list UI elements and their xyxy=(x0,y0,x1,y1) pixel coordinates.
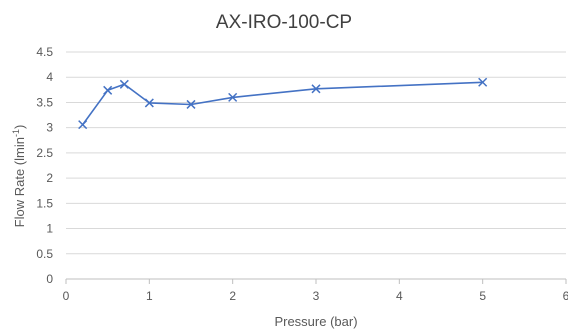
series-line xyxy=(82,81,483,126)
axis-layer xyxy=(65,278,567,284)
marker-stroke xyxy=(119,79,129,89)
y-tick-label: 0 xyxy=(46,272,53,286)
marker-stroke xyxy=(103,85,113,95)
y-tick-label: 2 xyxy=(46,171,53,185)
series-layer xyxy=(78,77,488,130)
data-point-marker xyxy=(119,79,129,89)
y-tick-label: 4 xyxy=(46,70,53,84)
data-point-marker xyxy=(78,120,88,130)
x-tick-labels: 0 1 2 3 4 5 6 xyxy=(63,289,568,303)
y-tick-label: 0.5 xyxy=(36,247,53,261)
data-point-marker xyxy=(144,98,154,108)
y-axis-label-superscript: -1 xyxy=(11,129,21,137)
data-point-marker xyxy=(478,77,488,87)
y-axis-label-end: ) xyxy=(12,125,27,129)
y-tick-labels: 0 0.5 1 1.5 2 2.5 3 3.5 4 4.5 xyxy=(36,45,53,286)
data-point-marker xyxy=(103,85,113,95)
y-tick-label: 3.5 xyxy=(36,95,53,109)
marker-stroke xyxy=(311,84,321,94)
x-tick-label: 5 xyxy=(479,289,486,303)
grid-layer xyxy=(66,51,566,255)
x-axis-label: Pressure (bar) xyxy=(274,314,357,329)
x-tick-label: 1 xyxy=(146,289,153,303)
y-tick-label: 3 xyxy=(46,121,53,135)
x-tick-label: 0 xyxy=(63,289,70,303)
y-axis-label: Flow Rate (lmin-1) xyxy=(11,125,27,228)
x-tick-label: 2 xyxy=(229,289,236,303)
marker-stroke xyxy=(478,77,488,87)
x-tick-label: 4 xyxy=(396,289,403,303)
marker-stroke xyxy=(228,92,238,102)
data-point-marker xyxy=(186,99,196,109)
marker-stroke xyxy=(78,120,88,130)
marker-stroke xyxy=(144,98,154,108)
y-tick-label: 1 xyxy=(46,222,53,236)
x-tick-label: 3 xyxy=(313,289,320,303)
y-tick-label: 4.5 xyxy=(36,45,53,59)
x-tick-label: 6 xyxy=(563,289,568,303)
data-point-marker xyxy=(311,84,321,94)
y-tick-label: 2.5 xyxy=(36,146,53,160)
y-tick-label: 1.5 xyxy=(36,196,53,210)
chart-title: AX-IRO-100-CP xyxy=(216,12,352,33)
marker-stroke xyxy=(186,99,196,109)
y-axis-label-main: Flow Rate (lmin xyxy=(12,137,27,227)
data-point-marker xyxy=(228,92,238,102)
